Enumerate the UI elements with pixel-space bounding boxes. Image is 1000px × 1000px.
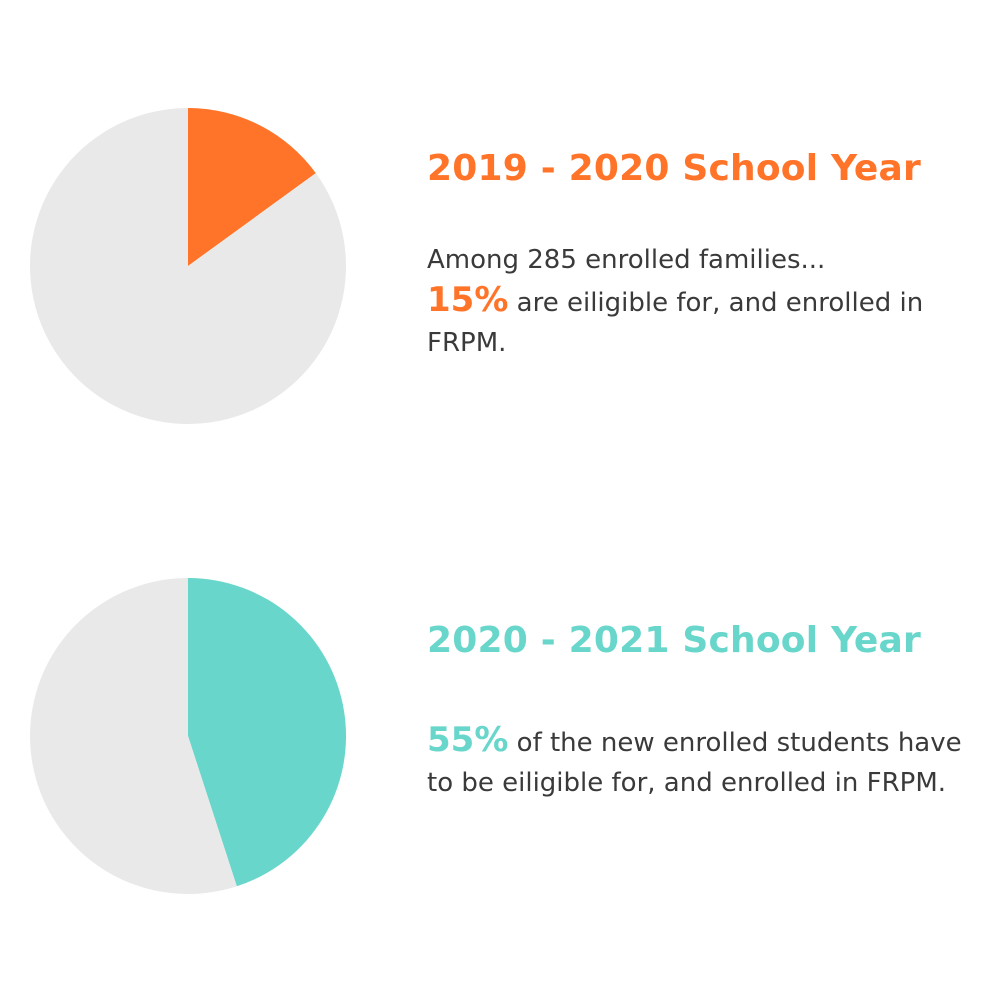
pie-slice-highlight — [188, 108, 316, 266]
section-2020-2021: 2020 - 2021 School Year 55% of the new e… — [427, 618, 987, 803]
section-title: 2019 - 2020 School Year — [427, 148, 921, 189]
section-description: 55% of the new enrolled students have to… — [427, 720, 972, 803]
percent-highlight: 15% — [427, 280, 509, 320]
description-text: are eiligible for, and enrolled in FRPM. — [427, 288, 924, 358]
section-title: 2020 - 2021 School Year — [427, 620, 921, 661]
pie-chart-2020-2021 — [28, 576, 348, 896]
pie-slice-highlight — [188, 578, 347, 887]
pie-chart-svg — [29, 108, 346, 425]
pie-chart-2019-2020 — [28, 106, 348, 426]
pie-slice-remainder — [30, 578, 237, 894]
section-2019-2020: 2019 - 2020 School Year Among 285 enroll… — [427, 146, 987, 363]
percent-highlight: 55% — [427, 720, 509, 760]
description-text: of the new enrolled students have to be … — [427, 728, 962, 798]
section-description: Among 285 enrolled families... 15% are e… — [427, 240, 927, 363]
pie-slice-remainder — [29, 108, 346, 425]
pie-chart-svg — [30, 578, 347, 894]
intro-text: Among 285 enrolled families... — [427, 245, 826, 275]
